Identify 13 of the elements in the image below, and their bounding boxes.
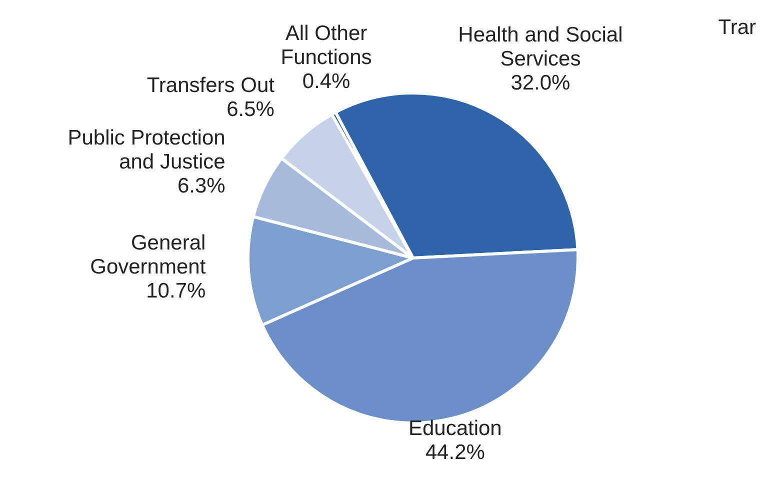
text: Trar <box>718 16 756 40</box>
slice-label: Public Protection and Justice <box>68 126 226 174</box>
slice-label: All Other Functions <box>280 22 372 70</box>
slice-label: Education <box>408 417 502 440</box>
slice-label: Transfers Out <box>146 74 275 98</box>
data-label: 6.5% <box>226 98 274 122</box>
slice-label: General Government <box>90 232 206 279</box>
data-label: 0.4% <box>302 70 350 94</box>
data-label: 6.3% <box>177 174 226 198</box>
data-label: 44.2% <box>425 441 485 464</box>
data-label: 10.7% <box>146 280 206 303</box>
slice-label: Health and Social Services <box>458 24 623 71</box>
data-label: 32.0% <box>510 72 570 95</box>
